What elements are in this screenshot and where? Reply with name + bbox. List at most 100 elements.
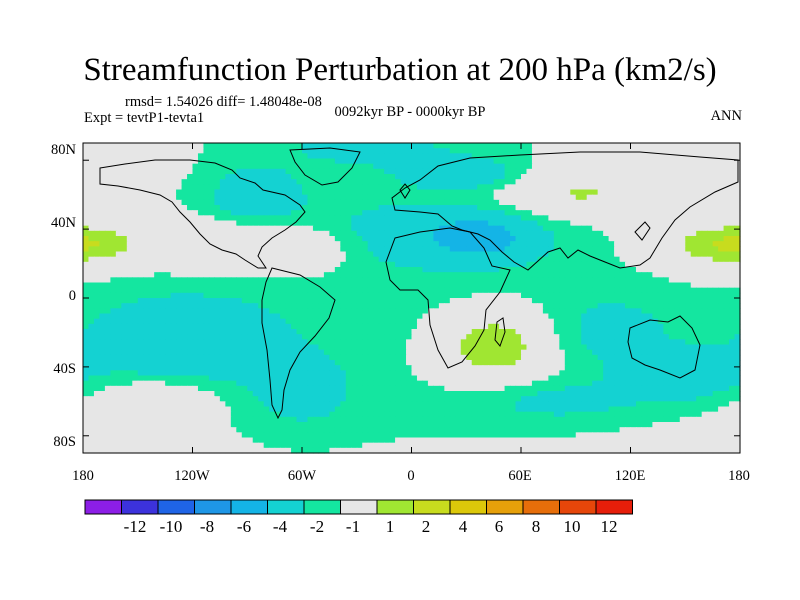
field-cell bbox=[548, 241, 555, 247]
field-cell bbox=[630, 205, 637, 211]
field-cell bbox=[625, 225, 632, 232]
field-cell bbox=[597, 148, 604, 154]
field-cell bbox=[559, 292, 566, 299]
field-cell bbox=[449, 205, 456, 211]
field-cell bbox=[148, 225, 155, 232]
field-cell bbox=[466, 251, 473, 258]
field-cell bbox=[526, 205, 533, 211]
field-cell bbox=[504, 349, 511, 356]
field-cell bbox=[548, 261, 555, 268]
field-cell bbox=[154, 251, 161, 258]
field-cell bbox=[280, 323, 287, 330]
field-cell bbox=[307, 282, 314, 289]
field-cell bbox=[696, 308, 703, 315]
field-cell bbox=[438, 246, 445, 253]
field-cell bbox=[280, 313, 287, 320]
field-cell bbox=[203, 184, 210, 191]
field-cell bbox=[219, 303, 226, 309]
field-cell bbox=[269, 344, 276, 351]
field-cell bbox=[723, 220, 730, 227]
field-cell bbox=[208, 215, 215, 222]
field-cell bbox=[575, 282, 582, 289]
field-cell bbox=[280, 168, 287, 175]
field-cell bbox=[597, 256, 604, 263]
field-cell bbox=[570, 329, 577, 335]
field-cell bbox=[154, 318, 161, 325]
field-cell bbox=[674, 168, 681, 175]
field-cell bbox=[531, 251, 539, 258]
field-cell bbox=[663, 272, 670, 278]
field-cell bbox=[219, 184, 226, 191]
field-cell bbox=[466, 323, 473, 330]
field-cell bbox=[208, 308, 215, 315]
field-cell bbox=[230, 282, 237, 289]
field-cell bbox=[192, 313, 199, 320]
field-cell bbox=[378, 163, 385, 170]
field-cell bbox=[499, 267, 506, 273]
field-cell bbox=[586, 148, 593, 154]
field-cell bbox=[280, 194, 287, 201]
field-cell bbox=[274, 225, 281, 232]
field-cell bbox=[460, 246, 467, 253]
field-cell bbox=[482, 148, 489, 154]
field-cell bbox=[406, 236, 413, 242]
field-cell bbox=[559, 174, 566, 180]
field-cell bbox=[455, 267, 462, 273]
field-cell bbox=[521, 287, 528, 294]
field-cell bbox=[406, 267, 413, 273]
field-cell bbox=[356, 313, 363, 320]
field-cell bbox=[285, 210, 292, 216]
field-cell bbox=[137, 272, 144, 278]
field-cell bbox=[553, 205, 560, 211]
field-cell bbox=[718, 225, 725, 232]
field-cell bbox=[510, 272, 517, 278]
field-cell bbox=[559, 339, 566, 346]
field-cell bbox=[542, 241, 549, 247]
field-cell bbox=[307, 272, 314, 278]
field-cell bbox=[247, 220, 254, 227]
field-cell bbox=[132, 143, 139, 149]
field-cell bbox=[482, 220, 489, 227]
field-cell bbox=[433, 148, 440, 154]
field-cell bbox=[668, 246, 675, 253]
field-cell bbox=[345, 158, 352, 165]
field-cell bbox=[208, 287, 215, 294]
field-cell bbox=[460, 143, 467, 149]
field-cell bbox=[477, 267, 484, 273]
field-cell bbox=[597, 298, 604, 304]
field-cell bbox=[526, 174, 533, 180]
field-cell bbox=[674, 267, 681, 273]
field-cell bbox=[641, 241, 648, 247]
field-cell bbox=[641, 323, 648, 330]
field-cell bbox=[433, 344, 440, 351]
field-cell bbox=[482, 292, 489, 299]
field-cell bbox=[154, 194, 161, 201]
field-cell bbox=[510, 210, 517, 216]
field-cell bbox=[345, 261, 352, 268]
field-cell bbox=[668, 163, 675, 170]
field-cell bbox=[679, 339, 686, 346]
field-cell bbox=[510, 298, 517, 304]
field-cell bbox=[444, 184, 451, 191]
field-cell bbox=[148, 308, 155, 315]
field-cell bbox=[208, 210, 215, 216]
field-cell bbox=[597, 318, 604, 325]
field-cell bbox=[318, 230, 325, 237]
field-cell bbox=[603, 236, 610, 242]
field-cell bbox=[170, 194, 177, 201]
field-cell bbox=[646, 251, 653, 258]
field-cell bbox=[466, 168, 473, 175]
field-cell bbox=[345, 148, 352, 154]
field-cell bbox=[449, 323, 456, 330]
field-cell bbox=[531, 329, 539, 335]
field-cell bbox=[482, 241, 489, 247]
field-cell bbox=[444, 241, 451, 247]
field-cell bbox=[351, 230, 358, 237]
field-cell bbox=[422, 292, 429, 299]
field-cell bbox=[504, 143, 511, 149]
field-cell bbox=[707, 313, 714, 320]
field-cell bbox=[99, 194, 106, 201]
field-cell bbox=[614, 241, 621, 247]
field-cell bbox=[406, 241, 413, 247]
field-cell bbox=[307, 241, 314, 247]
